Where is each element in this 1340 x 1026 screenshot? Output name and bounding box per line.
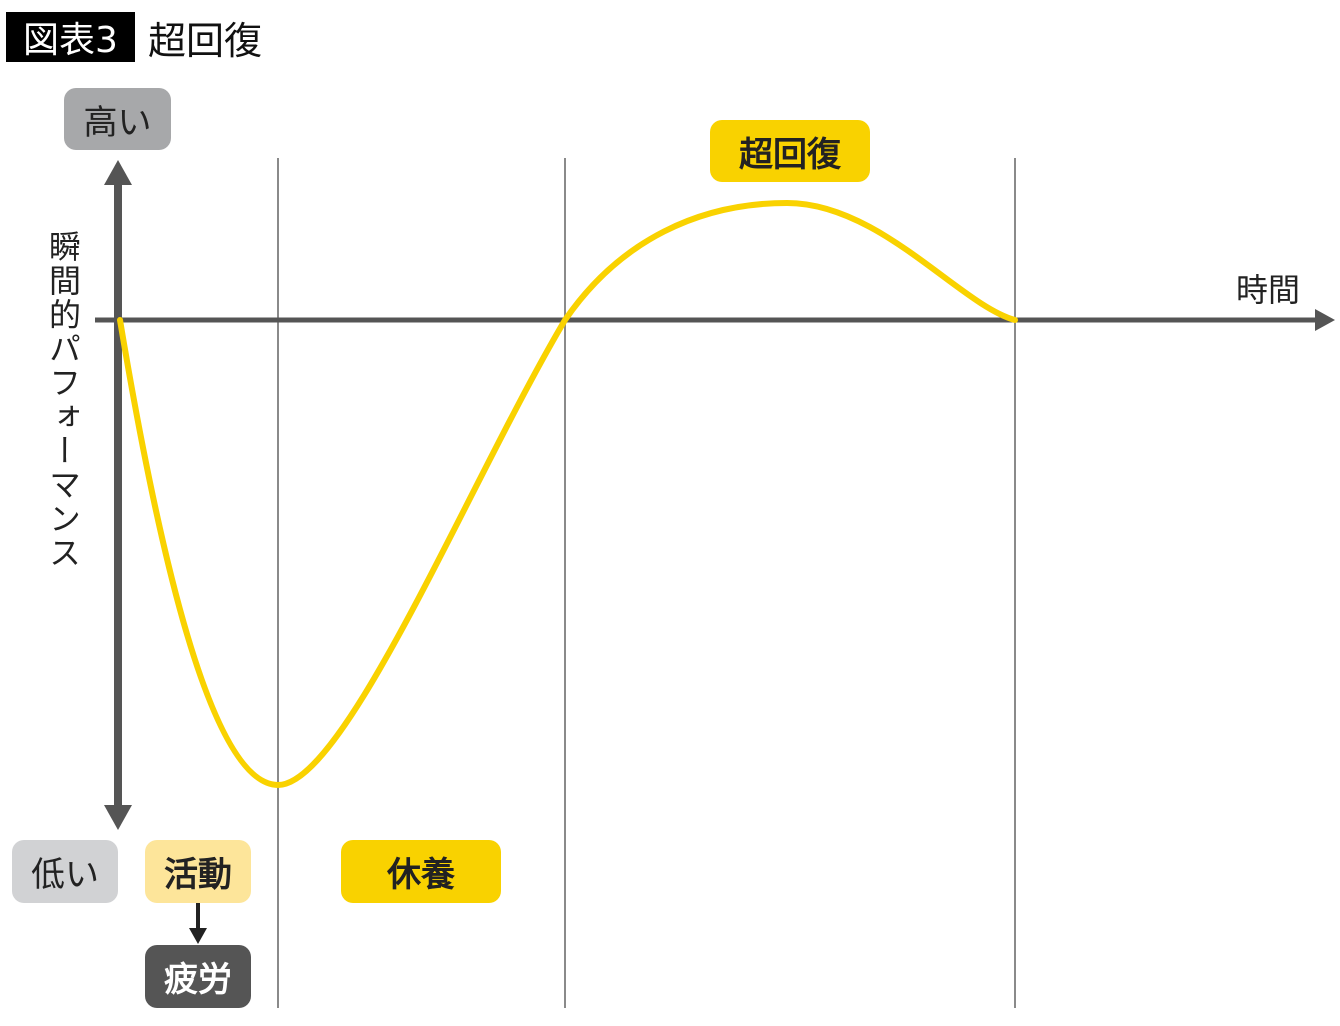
- x-axis-arrowhead: [1315, 309, 1335, 331]
- rest-label: 休養: [341, 840, 501, 903]
- activity-label: 活動: [145, 840, 251, 903]
- y-low-label: 低い: [12, 840, 118, 903]
- y-axis-label: 瞬間的パフォーマンス: [44, 230, 82, 570]
- page-title: 超回復: [148, 18, 263, 63]
- supercompensation-label: 超回復: [710, 120, 870, 182]
- supercompensation-curve: [117, 199, 1018, 789]
- y-axis-arrowhead-down: [104, 805, 132, 830]
- y-high-label: 高い: [64, 88, 171, 150]
- figure-number: 図表3: [6, 12, 135, 62]
- fatigue-label: 疲労: [145, 945, 251, 1008]
- y-axis-arrowhead-up: [104, 160, 132, 185]
- activity-to-fatigue-arrowhead: [189, 928, 207, 944]
- x-axis-label: 時間: [1236, 271, 1301, 309]
